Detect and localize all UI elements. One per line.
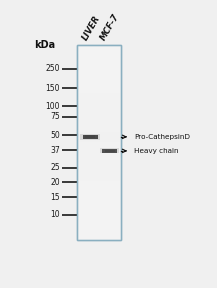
Bar bbox=[77, 230, 121, 240]
Bar bbox=[77, 74, 121, 84]
Bar bbox=[83, 135, 98, 139]
Bar bbox=[77, 171, 121, 181]
Text: 20: 20 bbox=[50, 178, 60, 187]
Text: 10: 10 bbox=[50, 210, 60, 219]
Bar bbox=[77, 64, 121, 74]
Bar bbox=[77, 220, 121, 230]
Bar bbox=[77, 45, 121, 54]
Bar bbox=[77, 45, 121, 240]
Text: 25: 25 bbox=[50, 163, 60, 173]
Bar bbox=[77, 54, 121, 64]
Text: LIVER: LIVER bbox=[81, 14, 102, 42]
Bar bbox=[77, 181, 121, 191]
Text: 75: 75 bbox=[50, 112, 60, 121]
Bar bbox=[105, 149, 115, 152]
Text: 250: 250 bbox=[45, 65, 60, 73]
Text: Pro-CathepsinD: Pro-CathepsinD bbox=[134, 134, 190, 140]
Bar bbox=[77, 113, 121, 123]
Bar bbox=[77, 132, 121, 142]
Bar bbox=[77, 142, 121, 152]
Text: 37: 37 bbox=[50, 146, 60, 155]
Bar bbox=[77, 45, 121, 240]
Text: 100: 100 bbox=[45, 101, 60, 111]
Bar bbox=[77, 201, 121, 211]
Text: Heavy chain: Heavy chain bbox=[134, 148, 178, 154]
Bar bbox=[102, 149, 117, 153]
Bar bbox=[77, 152, 121, 162]
Bar bbox=[100, 148, 119, 154]
Text: 150: 150 bbox=[45, 84, 60, 93]
Text: kDa: kDa bbox=[34, 40, 55, 50]
Bar bbox=[77, 191, 121, 201]
Bar bbox=[77, 103, 121, 113]
Text: 15: 15 bbox=[50, 193, 60, 202]
Bar bbox=[77, 93, 121, 103]
Bar bbox=[77, 123, 121, 132]
Bar bbox=[77, 162, 121, 171]
Text: 50: 50 bbox=[50, 131, 60, 140]
Bar bbox=[77, 211, 121, 220]
Text: MCF-7: MCF-7 bbox=[99, 12, 122, 42]
Bar bbox=[85, 135, 95, 138]
Bar bbox=[80, 134, 100, 140]
Bar bbox=[77, 84, 121, 93]
